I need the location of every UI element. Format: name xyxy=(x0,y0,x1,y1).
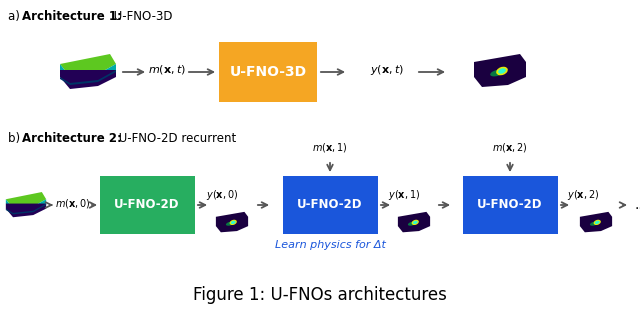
Ellipse shape xyxy=(413,221,418,224)
Text: $y(\mathbf{x},0)$: $y(\mathbf{x},0)$ xyxy=(206,188,238,202)
Text: Architecture 2:: Architecture 2: xyxy=(22,132,122,145)
FancyBboxPatch shape xyxy=(99,176,195,234)
Text: U-FNO-2D: U-FNO-2D xyxy=(297,198,363,211)
FancyBboxPatch shape xyxy=(463,176,557,234)
Text: $y(\mathbf{x},1)$: $y(\mathbf{x},1)$ xyxy=(388,188,420,202)
Polygon shape xyxy=(474,54,526,87)
Text: $m(\mathbf{x},0)$: $m(\mathbf{x},0)$ xyxy=(55,197,91,210)
Ellipse shape xyxy=(412,220,419,225)
Ellipse shape xyxy=(230,220,237,225)
Text: $m(\mathbf{x},1)$: $m(\mathbf{x},1)$ xyxy=(312,142,348,154)
Text: U-FNO-3D: U-FNO-3D xyxy=(229,65,307,79)
Ellipse shape xyxy=(496,67,508,75)
Text: U-FNO-2D recurrent: U-FNO-2D recurrent xyxy=(115,132,236,145)
Polygon shape xyxy=(6,192,46,209)
Ellipse shape xyxy=(231,221,236,224)
Ellipse shape xyxy=(590,222,598,226)
Polygon shape xyxy=(60,54,116,77)
Polygon shape xyxy=(216,212,248,232)
Ellipse shape xyxy=(595,221,600,224)
Ellipse shape xyxy=(594,220,601,225)
FancyBboxPatch shape xyxy=(219,42,317,102)
Text: a): a) xyxy=(8,10,24,23)
Ellipse shape xyxy=(226,222,234,226)
Text: Figure 1: U-FNOs architectures: Figure 1: U-FNOs architectures xyxy=(193,286,447,304)
Text: Learn physics for Δt: Learn physics for Δt xyxy=(275,240,385,250)
Text: $m(\mathbf{x},2)$: $m(\mathbf{x},2)$ xyxy=(492,142,528,154)
Polygon shape xyxy=(398,212,430,232)
Text: $y(\mathbf{x},t)$: $y(\mathbf{x},t)$ xyxy=(370,63,404,77)
Text: $y(\mathbf{x},2)$: $y(\mathbf{x},2)$ xyxy=(567,188,599,202)
Polygon shape xyxy=(6,204,46,217)
Text: Architecture 1:: Architecture 1: xyxy=(22,10,122,23)
Text: U-FNO-2D: U-FNO-2D xyxy=(115,198,180,211)
Ellipse shape xyxy=(408,222,417,226)
Polygon shape xyxy=(6,199,46,213)
Text: ...: ... xyxy=(634,198,640,212)
Polygon shape xyxy=(60,70,116,89)
Ellipse shape xyxy=(490,70,504,76)
Text: $m(\mathbf{x},t)$: $m(\mathbf{x},t)$ xyxy=(148,64,186,77)
Polygon shape xyxy=(580,212,612,232)
Polygon shape xyxy=(60,70,116,85)
Polygon shape xyxy=(60,64,116,83)
Polygon shape xyxy=(6,204,46,214)
Text: U-FNO-2D: U-FNO-2D xyxy=(477,198,543,211)
FancyBboxPatch shape xyxy=(282,176,378,234)
Text: b): b) xyxy=(8,132,24,145)
Ellipse shape xyxy=(498,68,506,74)
Text: U-FNO-3D: U-FNO-3D xyxy=(110,10,173,23)
